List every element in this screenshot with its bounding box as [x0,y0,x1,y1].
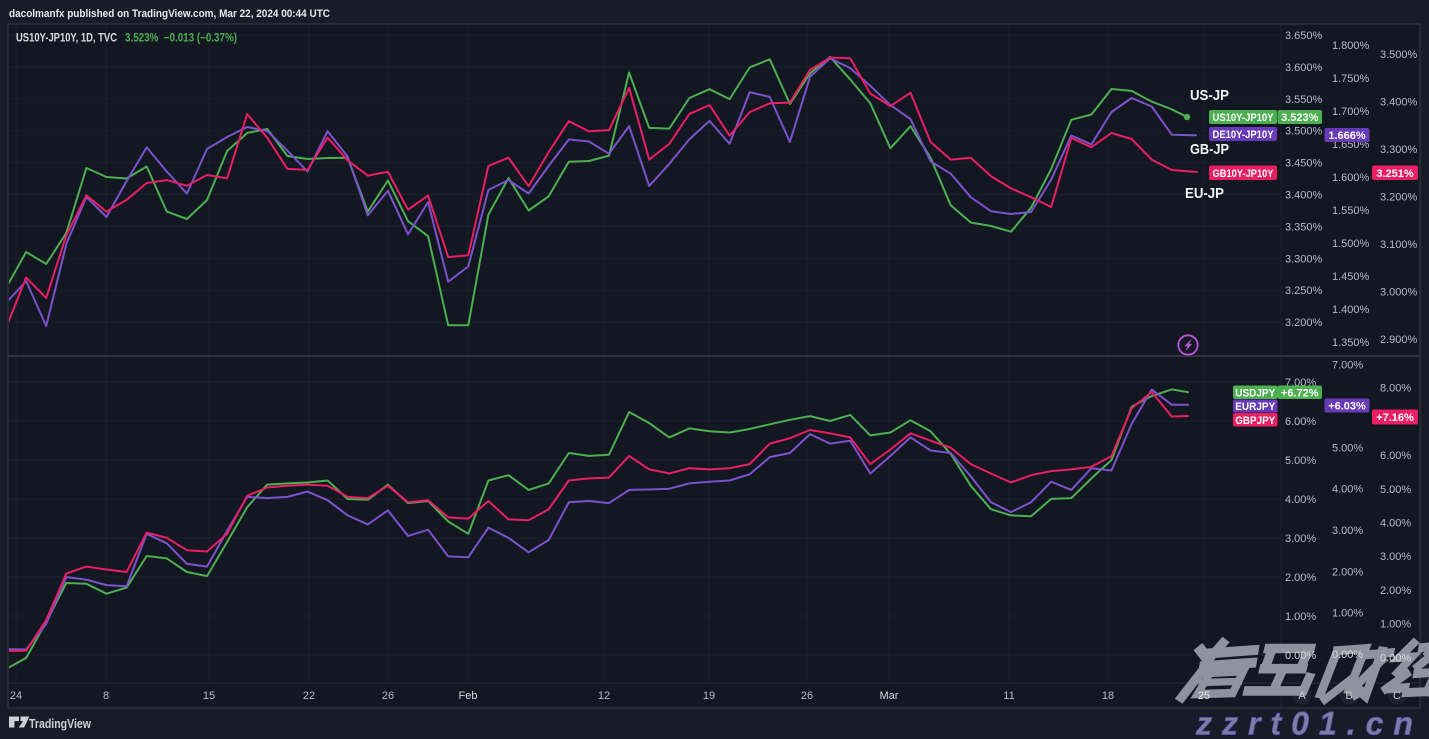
svg-text:US10Y-JP10Y: US10Y-JP10Y [1213,112,1275,124]
svg-text:3.523% −0.013 (−0.37%): 3.523% −0.013 (−0.37%) [125,33,237,45]
svg-text:2.00%: 2.00% [1285,572,1316,584]
svg-text:12: 12 [598,690,610,702]
svg-text:1.400%: 1.400% [1332,304,1370,316]
svg-text:3.250%: 3.250% [1285,285,1323,297]
svg-text:3.550%: 3.550% [1285,94,1323,106]
svg-text:B: B [1345,690,1352,702]
svg-text:26: 26 [801,690,813,702]
svg-text:4.00%: 4.00% [1285,494,1316,506]
svg-text:5.00%: 5.00% [1285,455,1316,467]
svg-text:1.350%: 1.350% [1332,337,1370,349]
svg-text:DE10Y-JP10Y: DE10Y-JP10Y [1213,129,1275,141]
svg-text:dacolmanfx published on Tradin: dacolmanfx published on TradingView.com,… [9,8,330,20]
svg-text:1.00%: 1.00% [1332,608,1363,620]
svg-text:1.00%: 1.00% [1285,611,1316,623]
svg-text:GB-JP: GB-JP [1190,141,1229,158]
svg-text:25: 25 [1198,690,1210,702]
svg-text:4.00%: 4.00% [1332,484,1363,496]
svg-text:3.00%: 3.00% [1380,551,1411,563]
svg-text:+6.72%: +6.72% [1281,387,1319,399]
svg-text:0.00%: 0.00% [1380,652,1411,664]
svg-text:3.300%: 3.300% [1380,144,1418,156]
svg-text:Feb: Feb [459,690,478,702]
svg-text:2.00%: 2.00% [1332,566,1363,578]
svg-text:3.200%: 3.200% [1285,317,1323,329]
svg-text:3.600%: 3.600% [1285,62,1323,74]
svg-text:C: C [1393,690,1401,702]
svg-text:19: 19 [703,690,715,702]
svg-text:4.00%: 4.00% [1380,518,1411,530]
svg-text:+7.16%: +7.16% [1376,412,1414,424]
svg-text:3.300%: 3.300% [1285,253,1323,265]
svg-text:8.00%: 8.00% [1380,383,1411,395]
svg-text:GB10Y-JP10Y: GB10Y-JP10Y [1213,168,1275,180]
svg-text:Mar: Mar [880,690,899,702]
svg-text:3.200%: 3.200% [1380,192,1418,204]
svg-text:3.500%: 3.500% [1285,126,1323,138]
svg-text:8: 8 [103,690,109,702]
svg-text:3.400%: 3.400% [1285,190,1323,202]
svg-text:3.00%: 3.00% [1332,525,1363,537]
svg-text:A: A [1298,690,1306,702]
svg-text:7.00%: 7.00% [1332,360,1363,372]
svg-text:1.500%: 1.500% [1332,238,1370,250]
svg-text:15: 15 [203,690,215,702]
svg-text:6.00%: 6.00% [1380,450,1411,462]
svg-text:3.400%: 3.400% [1380,97,1418,109]
svg-text:1.550%: 1.550% [1332,205,1370,217]
svg-text:11: 11 [1003,690,1014,702]
svg-text:26: 26 [382,690,394,702]
svg-text:3.350%: 3.350% [1285,221,1323,233]
svg-text:3.000%: 3.000% [1380,287,1418,299]
svg-text:1.450%: 1.450% [1332,271,1370,283]
svg-text:1.00%: 1.00% [1380,619,1411,631]
svg-text:2.900%: 2.900% [1380,334,1418,346]
svg-text:US-JP: US-JP [1190,87,1229,104]
svg-text:1.666%: 1.666% [1328,130,1366,142]
svg-text:TradingView: TradingView [29,717,91,731]
svg-text:zzrt01.cn: zzrt01.cn [1195,706,1423,739]
svg-text:0.00%: 0.00% [1332,649,1363,661]
svg-text:5.00%: 5.00% [1332,442,1363,454]
svg-text:3.450%: 3.450% [1285,158,1323,170]
svg-text:0.00%: 0.00% [1285,650,1316,662]
svg-text:3.251%: 3.251% [1376,168,1414,180]
svg-text:2.00%: 2.00% [1380,585,1411,597]
svg-text:1.750%: 1.750% [1332,73,1370,85]
svg-text:3.500%: 3.500% [1380,49,1418,61]
svg-text:USDJPY: USDJPY [1235,387,1276,399]
svg-text:3.00%: 3.00% [1285,533,1316,545]
svg-text:18: 18 [1102,690,1114,702]
svg-text:EU-JP: EU-JP [1185,185,1224,202]
svg-text:US10Y-JP10Y, 1D, TVC: US10Y-JP10Y, 1D, TVC [16,33,117,45]
svg-text:22: 22 [303,690,315,702]
svg-text:3.650%: 3.650% [1285,30,1323,42]
svg-text:24: 24 [10,690,22,702]
svg-text:1.800%: 1.800% [1332,40,1370,52]
svg-text:6.00%: 6.00% [1285,416,1316,428]
svg-text:+6.03%: +6.03% [1328,401,1366,413]
svg-text:5.00%: 5.00% [1380,484,1411,496]
svg-text:1.700%: 1.700% [1332,106,1370,118]
svg-text:GBPJPY: GBPJPY [1235,415,1276,427]
svg-text:3.523%: 3.523% [1281,112,1319,124]
svg-text:1.600%: 1.600% [1332,172,1370,184]
svg-text:3.100%: 3.100% [1380,239,1418,251]
svg-text:EURJPY: EURJPY [1235,401,1276,413]
